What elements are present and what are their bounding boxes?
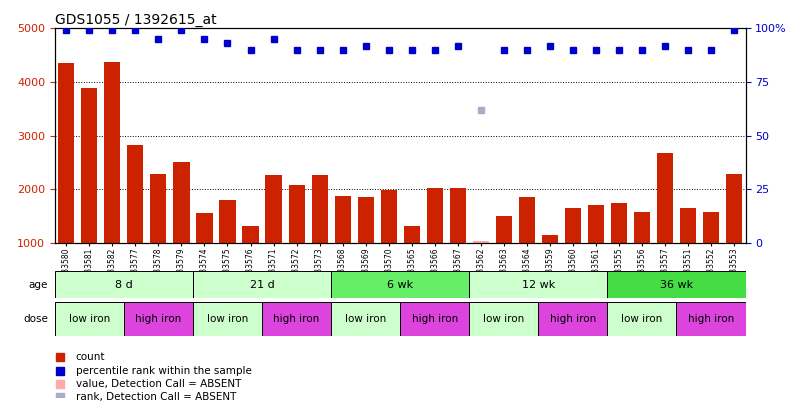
Bar xyxy=(55,302,124,336)
Bar xyxy=(542,235,558,243)
Bar xyxy=(331,302,401,336)
Bar xyxy=(334,196,351,243)
Bar xyxy=(358,197,374,243)
Text: 8 d: 8 d xyxy=(115,279,133,290)
Bar xyxy=(450,188,466,243)
Bar xyxy=(404,226,420,243)
Bar xyxy=(472,241,488,243)
Bar xyxy=(151,174,167,243)
Text: 36 wk: 36 wk xyxy=(660,279,693,290)
Bar xyxy=(289,185,305,243)
Text: rank, Detection Call = ABSENT: rank, Detection Call = ABSENT xyxy=(76,392,236,402)
Text: 21 d: 21 d xyxy=(250,279,274,290)
Text: count: count xyxy=(76,352,105,362)
Text: percentile rank within the sample: percentile rank within the sample xyxy=(76,366,251,375)
Bar xyxy=(331,271,469,298)
Bar xyxy=(262,302,331,336)
Bar xyxy=(469,271,608,298)
Bar xyxy=(219,200,235,243)
Bar xyxy=(657,153,673,243)
Bar xyxy=(703,212,719,243)
Text: high iron: high iron xyxy=(412,314,458,324)
Bar xyxy=(496,216,512,243)
Bar xyxy=(426,188,442,243)
Text: high iron: high iron xyxy=(135,314,181,324)
Bar xyxy=(565,208,581,243)
Text: high iron: high iron xyxy=(550,314,596,324)
Text: low iron: low iron xyxy=(483,314,525,324)
Bar xyxy=(81,88,98,243)
Bar xyxy=(538,302,608,336)
Text: age: age xyxy=(28,279,48,290)
Bar xyxy=(55,271,193,298)
Text: dose: dose xyxy=(23,314,48,324)
Bar xyxy=(380,190,397,243)
Bar xyxy=(726,174,742,243)
Bar xyxy=(173,162,189,243)
Text: value, Detection Call = ABSENT: value, Detection Call = ABSENT xyxy=(76,379,241,389)
Bar xyxy=(127,145,143,243)
Bar xyxy=(469,302,538,336)
Bar xyxy=(608,271,746,298)
Text: high iron: high iron xyxy=(273,314,320,324)
Bar xyxy=(197,213,213,243)
Text: low iron: low iron xyxy=(207,314,248,324)
Bar xyxy=(193,271,331,298)
Text: 6 wk: 6 wk xyxy=(387,279,413,290)
Bar xyxy=(124,302,193,336)
Bar xyxy=(634,212,650,243)
Bar xyxy=(193,302,262,336)
Bar xyxy=(265,175,281,243)
Text: low iron: low iron xyxy=(621,314,663,324)
Text: low iron: low iron xyxy=(345,314,386,324)
Bar xyxy=(104,62,120,243)
Bar xyxy=(588,205,604,243)
Bar xyxy=(58,63,74,243)
Bar xyxy=(312,175,328,243)
Bar xyxy=(243,226,259,243)
Bar xyxy=(519,197,535,243)
Text: high iron: high iron xyxy=(688,314,734,324)
Bar xyxy=(608,302,676,336)
Text: 12 wk: 12 wk xyxy=(521,279,555,290)
Text: low iron: low iron xyxy=(69,314,110,324)
Bar xyxy=(611,203,627,243)
Bar xyxy=(676,302,746,336)
Text: GDS1055 / 1392615_at: GDS1055 / 1392615_at xyxy=(55,13,217,27)
Bar xyxy=(680,208,696,243)
Bar xyxy=(401,302,469,336)
